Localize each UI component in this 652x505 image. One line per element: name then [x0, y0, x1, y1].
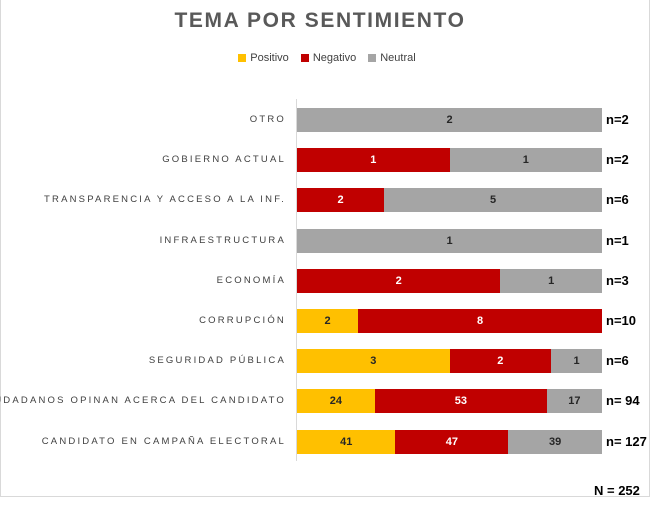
legend: Positivo Negativo Neutral — [0, 52, 652, 64]
stacked-bar: 1 — [297, 229, 602, 253]
bar-segment-neutral: 17 — [546, 389, 602, 413]
bar-segment-positivo: 24 — [297, 389, 375, 413]
bar-segment-neutral: 2 — [297, 108, 602, 132]
bar-segment-negativo: 2 — [297, 269, 501, 293]
legend-swatch-neutral — [368, 54, 377, 62]
bar-segment-negativo: 2 — [449, 349, 552, 373]
legend-item-negativo: Negativo — [300, 52, 357, 64]
category-label: GOBIERNO ACTUAL — [162, 154, 286, 165]
bar-segment-negativo: 2 — [297, 188, 385, 212]
bar-row: OTRO 2 n=2 — [0, 108, 652, 148]
bar-row: ECONOMÍA 2 1 n=3 — [0, 269, 652, 309]
n-count-label: n=2 — [606, 112, 629, 127]
bar-row: TRANSPARENCIA Y ACCESO A LA INF. 2 5 n=6 — [0, 188, 652, 228]
bar-segment-neutral: 5 — [384, 188, 602, 212]
bar-row: INFRAESTRUCTURA 1 n=1 — [0, 229, 652, 269]
bar-segment-positivo: 41 — [297, 430, 396, 454]
legend-item-positivo: Positivo — [238, 52, 289, 64]
category-axis-line — [296, 99, 297, 461]
bar-segment-neutral: 1 — [449, 148, 602, 172]
bar-row: CIUDADANOS OPINAN ACERCA DEL CANDIDATO 24… — [0, 389, 652, 429]
chart-title: TEMA POR SENTIMIENTO — [174, 9, 466, 32]
legend-item-neutral: Neutral — [368, 52, 416, 64]
bar-segment-negativo: 8 — [358, 309, 602, 333]
bar-segment-negativo: 1 — [297, 148, 450, 172]
category-label: CORRUPCIÓN — [199, 315, 286, 326]
bar-segment-neutral: 39 — [508, 430, 602, 454]
stacked-bar: 41 47 39 — [297, 430, 602, 454]
category-label: ECONOMÍA — [216, 275, 286, 286]
legend-label-neutral: Neutral — [380, 52, 416, 64]
n-count-label: n=6 — [606, 353, 629, 368]
bar-segment-negativo: 47 — [395, 430, 509, 454]
n-count-label: n=1 — [606, 233, 629, 248]
bar-segment-positivo: 2 — [297, 309, 358, 333]
bar-segment-positivo: 3 — [297, 349, 450, 373]
bar-segment-neutral: 1 — [297, 229, 602, 253]
total-label: N = 252 — [594, 483, 640, 498]
bar-row: GOBIERNO ACTUAL 1 1 n=2 — [0, 148, 652, 188]
stacked-bar: 2 — [297, 108, 602, 132]
bar-row: CORRUPCIÓN 2 8 n=10 — [0, 309, 652, 349]
category-label: SEGURIDAD PÚBLICA — [148, 355, 286, 366]
bar-segment-negativo: 53 — [374, 389, 547, 413]
category-label: CANDIDATO EN CAMPAÑA ELECTORAL — [41, 436, 286, 447]
legend-swatch-negativo — [300, 54, 309, 62]
bar-segment-neutral: 1 — [500, 269, 602, 293]
n-count-label: n= 94 — [606, 393, 640, 408]
bar-segment-neutral: 1 — [551, 349, 602, 373]
legend-label-negativo: Negativo — [312, 52, 357, 64]
n-count-label: n=6 — [606, 192, 629, 207]
n-count-label: n= 127 — [606, 434, 647, 449]
stacked-bar: 24 53 17 — [297, 389, 602, 413]
category-label: INFRAESTRUCTURA — [159, 235, 286, 246]
legend-swatch-positivo — [238, 54, 247, 62]
category-label: TRANSPARENCIA Y ACCESO A LA INF. — [44, 194, 286, 205]
category-label: OTRO — [249, 114, 286, 125]
n-count-label: n=3 — [606, 273, 629, 288]
legend-label-positivo: Positivo — [250, 52, 289, 64]
category-label: CIUDADANOS OPINAN ACERCA DEL CANDIDATO — [0, 395, 286, 406]
n-count-label: n=2 — [606, 152, 629, 167]
bar-row: CANDIDATO EN CAMPAÑA ELECTORAL 41 47 39 n= 1… — [0, 430, 652, 470]
n-count-label: n=10 — [606, 313, 636, 328]
bar-row: SEGURIDAD PÚBLICA 3 2 1 n=6 — [0, 349, 652, 389]
